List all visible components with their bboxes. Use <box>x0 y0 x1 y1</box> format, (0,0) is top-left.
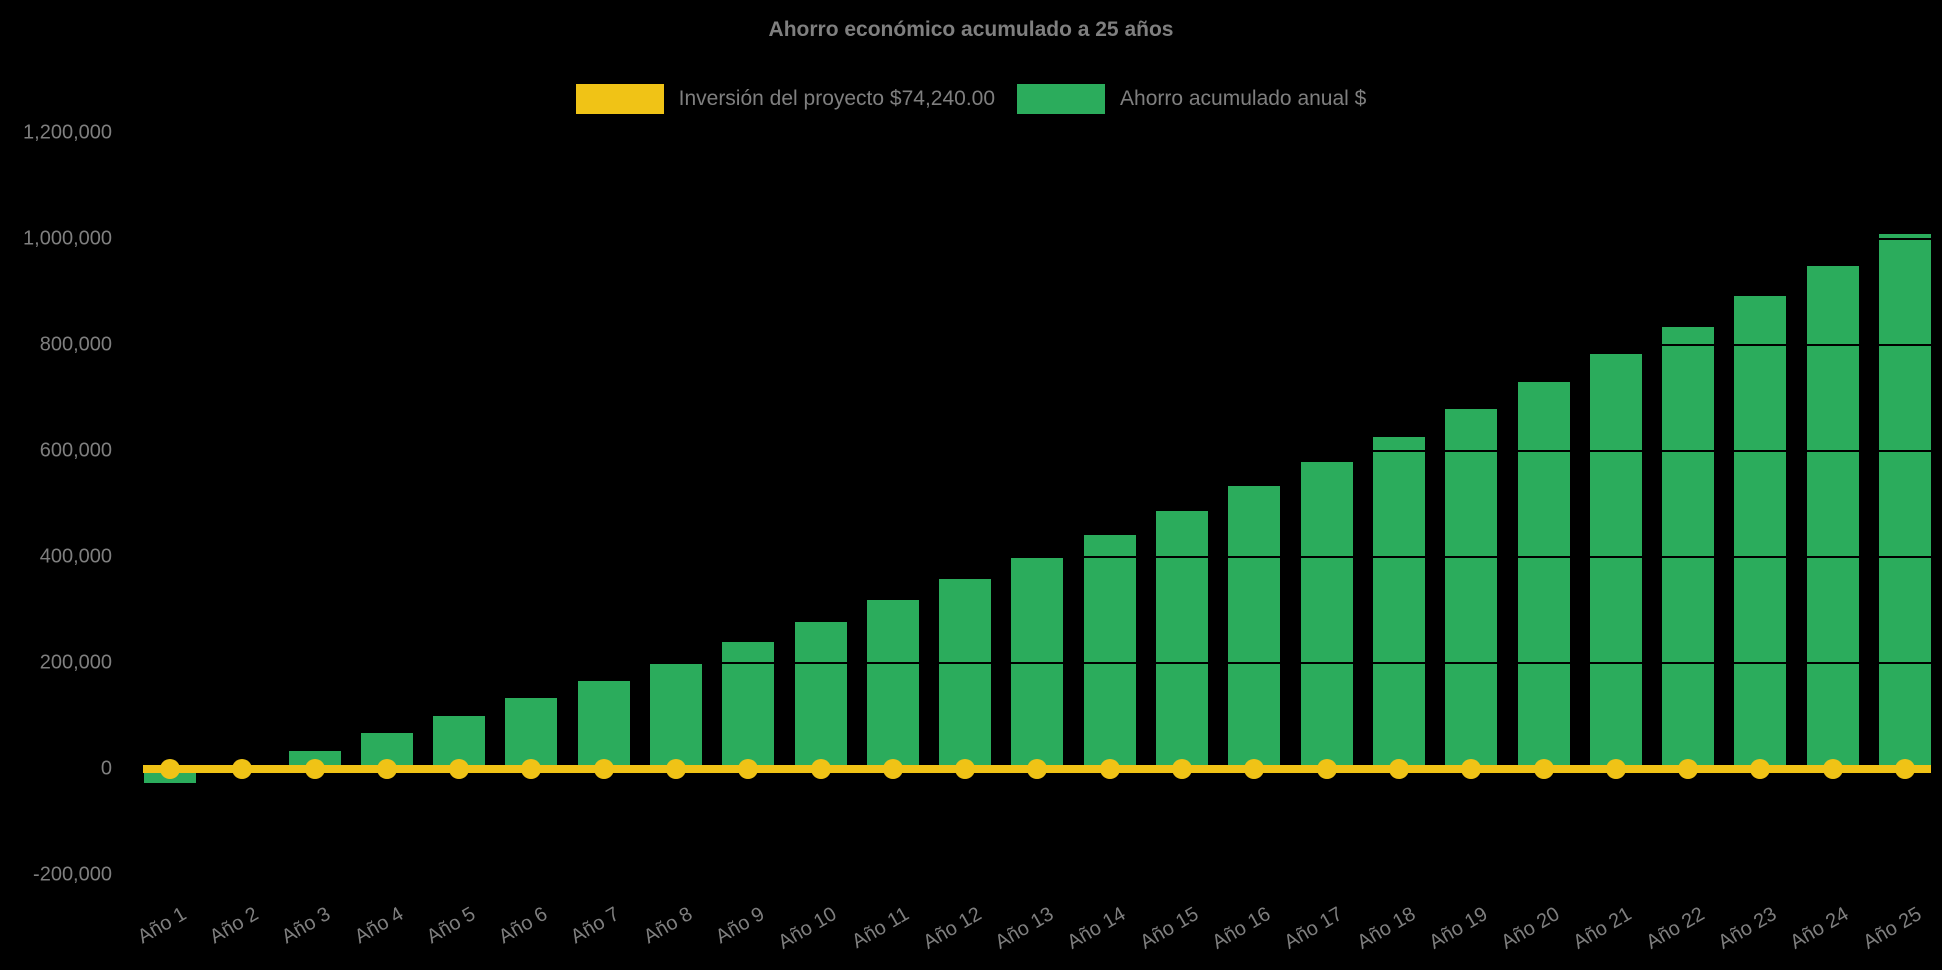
chart-title: Ahorro económico acumulado a 25 años <box>768 18 1174 41</box>
x-axis-tick-label: Año 11 <box>848 903 913 954</box>
bar-año-18 <box>1372 437 1425 769</box>
x-axis-tick-label: Año 16 <box>1208 903 1275 954</box>
bar-año-10 <box>794 622 847 769</box>
investment-line-marker-icon <box>1605 759 1626 779</box>
legend-item-investment: Inversión del proyecto $74,240.00 <box>575 84 996 114</box>
investment-line-marker-icon <box>1316 759 1337 779</box>
y-axis-tick-label: 400,000 <box>39 545 112 568</box>
x-axis-tick-label: Año 20 <box>1497 903 1564 954</box>
investment-line-marker-icon <box>160 759 180 779</box>
gridline <box>116 662 1936 664</box>
x-axis-tick-label: Año 17 <box>1280 903 1347 954</box>
bar-año-6 <box>505 697 558 769</box>
investment-line-marker-icon <box>666 759 687 779</box>
bar-año-8 <box>650 661 703 769</box>
bar-año-25 <box>1878 234 1931 769</box>
investment-line-marker-icon <box>1172 759 1193 779</box>
x-axis-tick-label: Año 24 <box>1786 903 1853 954</box>
investment-line-marker-icon <box>1027 759 1048 779</box>
bar-año-21 <box>1589 354 1642 769</box>
x-axis-tick-label: Año 4 <box>350 903 407 949</box>
legend: Inversión del proyecto $74,240.00 Ahorro… <box>0 84 1942 114</box>
x-axis-tick-label: Año 1 <box>133 903 190 949</box>
bar-año-16 <box>1228 485 1281 769</box>
investment-line-marker-icon <box>810 759 831 779</box>
legend-item-savings: Ahorro acumulado anual $ <box>1017 84 1366 114</box>
investment-line-marker-icon <box>1822 759 1843 779</box>
investment-line-marker-icon <box>1099 759 1120 779</box>
x-axis-tick-label: Año 3 <box>278 903 335 949</box>
x-axis-tick-label: Año 15 <box>1136 903 1203 954</box>
investment-line-marker-icon <box>593 759 614 779</box>
bar-año-17 <box>1300 462 1353 769</box>
x-axis-tick-label: Año 14 <box>1063 903 1130 954</box>
bar-año-23 <box>1734 296 1787 769</box>
gridline <box>116 238 1936 240</box>
investment-line-marker-icon <box>955 759 976 779</box>
y-axis-tick-label: 600,000 <box>39 439 112 462</box>
gridline <box>116 450 1936 452</box>
x-axis-tick-label: Año 2 <box>206 903 263 949</box>
y-axis-tick-label: 0 <box>100 757 112 780</box>
x-axis-tick-label: Año 18 <box>1353 903 1419 954</box>
y-axis-tick-label: 800,000 <box>39 333 112 356</box>
y-axis-tick-label: 1,000,000 <box>23 227 112 250</box>
investment-line-marker-icon <box>1894 759 1915 779</box>
investment-line-marker-icon <box>1678 759 1699 779</box>
investment-line-marker-icon <box>1533 759 1554 779</box>
y-axis-tick-label: -200,000 <box>33 863 112 886</box>
bar-año-9 <box>722 641 775 769</box>
gridline <box>116 556 1936 558</box>
x-axis-tick-label: Año 12 <box>919 903 986 954</box>
gridline <box>116 344 1936 346</box>
savings-swatch-icon <box>1017 84 1106 114</box>
bar-año-7 <box>577 681 630 769</box>
bar-año-19 <box>1445 409 1498 769</box>
x-axis-tick-label: Año 19 <box>1425 903 1492 954</box>
x-axis-tick-label: Año 10 <box>774 903 841 954</box>
gridline <box>116 132 1936 134</box>
investment-line-marker-icon <box>1388 759 1409 779</box>
investment-swatch-icon <box>575 84 664 114</box>
x-axis-tick-label: Año 6 <box>495 903 552 949</box>
gridline <box>116 874 1936 876</box>
investment-line-marker-icon <box>882 759 903 779</box>
x-axis-tick-label: Año 5 <box>422 903 480 949</box>
investment-line-marker-icon <box>521 759 542 779</box>
y-axis-tick-label: 1,200,000 <box>23 121 112 144</box>
bar-año-20 <box>1517 382 1570 769</box>
bar-año-12 <box>939 579 992 769</box>
x-axis-tick-label: Año 13 <box>991 903 1058 954</box>
investment-line-marker-icon <box>738 759 759 779</box>
legend-savings-label: Ahorro acumulado anual $ <box>1120 87 1367 110</box>
investment-line-marker-icon <box>1750 759 1771 779</box>
investment-line-marker-icon <box>304 759 325 779</box>
x-axis-tick-label: Año 7 <box>567 903 624 949</box>
y-axis-tick-label: 200,000 <box>39 651 112 674</box>
bar-año-11 <box>866 599 919 769</box>
bar-año-24 <box>1806 266 1859 769</box>
x-axis-tick-label: Año 22 <box>1642 903 1709 954</box>
investment-line-marker-icon <box>1461 759 1482 779</box>
bar-año-22 <box>1662 326 1715 769</box>
investment-line-marker-icon <box>376 759 397 779</box>
x-axis-tick-label: Año 21 <box>1569 903 1636 954</box>
x-axis-tick-label: Año 23 <box>1714 903 1781 954</box>
investment-line-marker-icon <box>232 759 253 779</box>
bar-año-15 <box>1156 510 1209 769</box>
x-axis-tick-label: Año 8 <box>639 903 697 949</box>
investment-line-marker-icon <box>449 759 470 779</box>
x-axis-tick-label: Año 9 <box>712 903 769 949</box>
bar-año-14 <box>1083 534 1136 769</box>
legend-investment-label: Inversión del proyecto $74,240.00 <box>678 87 996 110</box>
investment-line-marker-icon <box>1244 759 1265 779</box>
x-axis-tick-label: Año 25 <box>1859 903 1925 954</box>
